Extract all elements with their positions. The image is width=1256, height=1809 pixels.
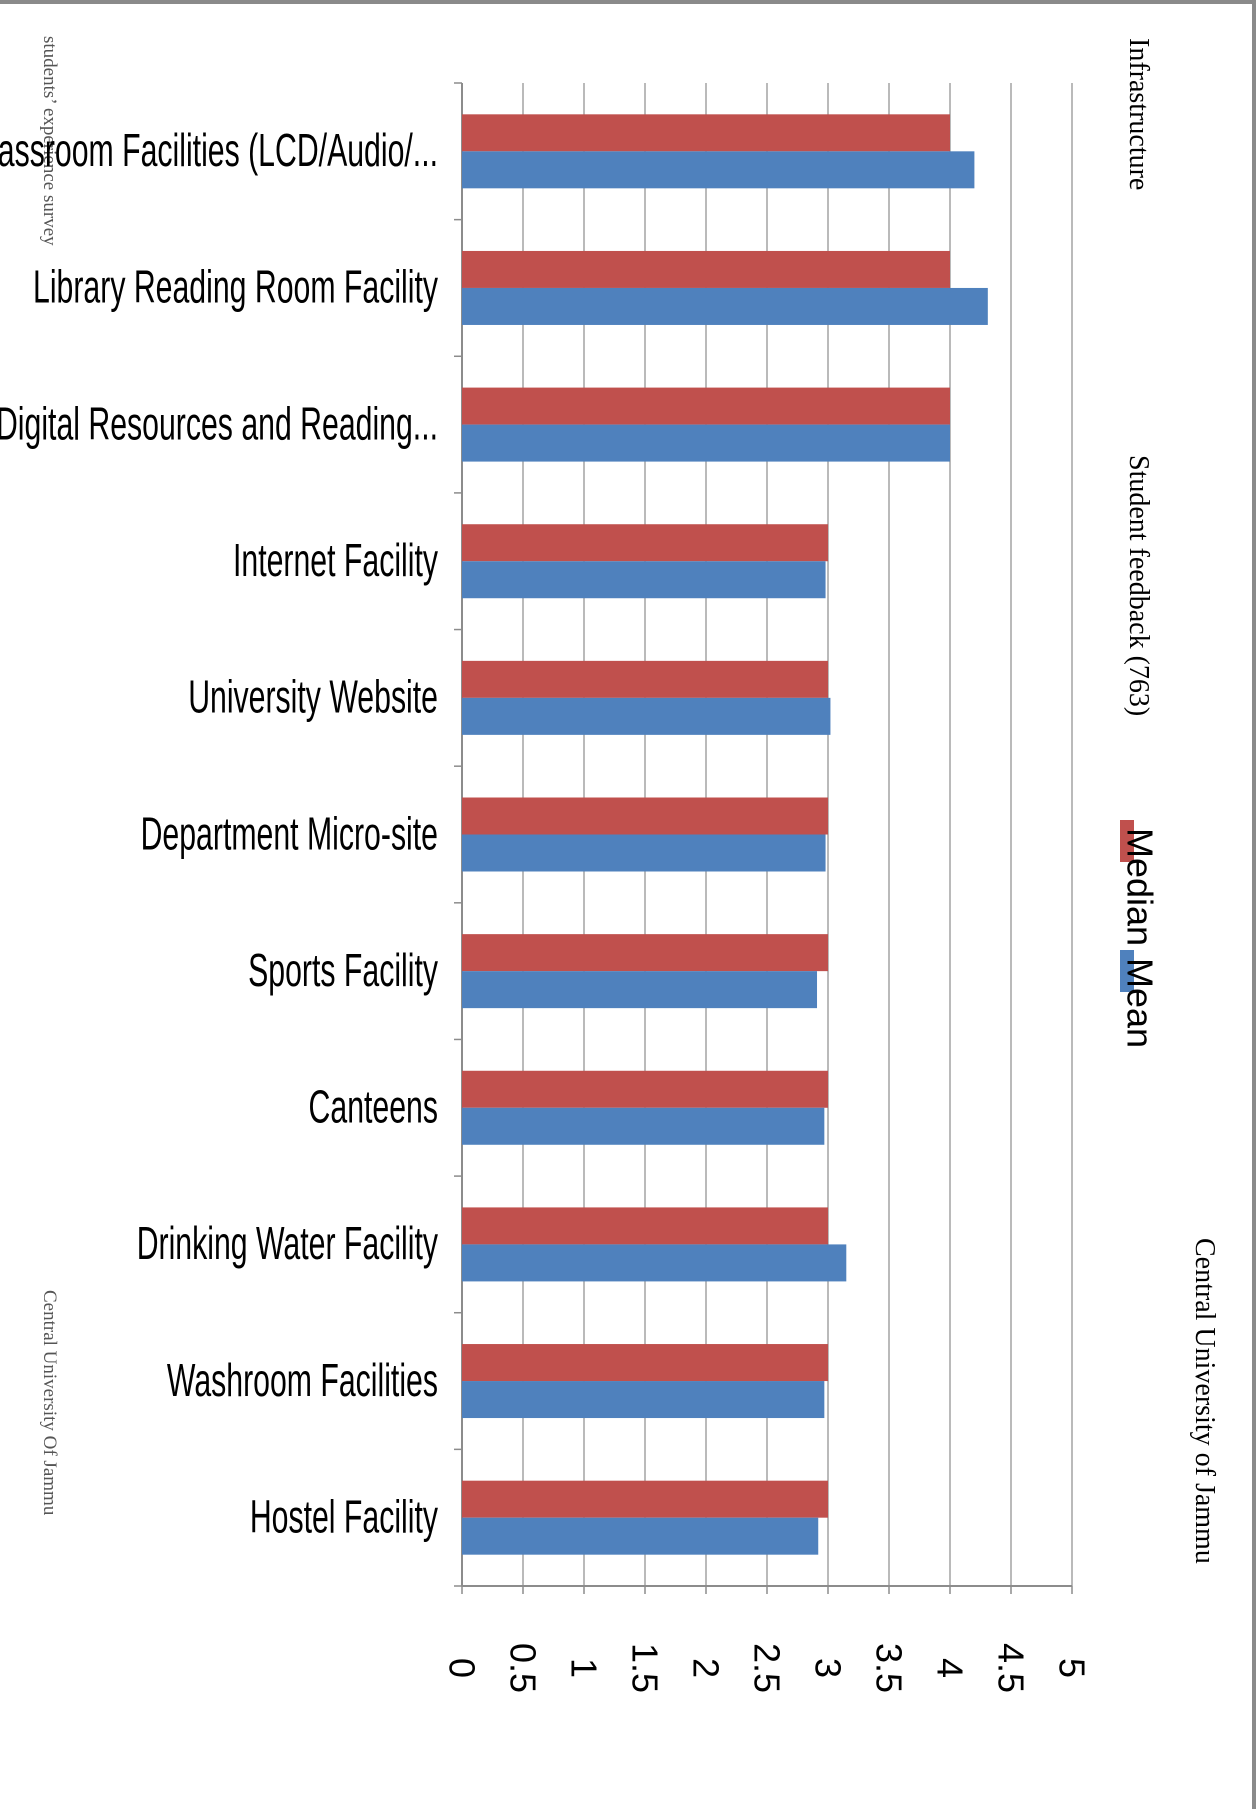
- bar-median: [462, 1344, 828, 1382]
- value-tick-label: 3: [808, 1658, 849, 1678]
- value-tick-label: 4.5: [991, 1643, 1032, 1693]
- category-label: Canteens: [309, 1082, 438, 1133]
- bar-mean: [462, 697, 831, 735]
- bar-median: [462, 1207, 828, 1245]
- value-tick-label: 2.5: [747, 1643, 788, 1693]
- legend-swatch-mean: [1120, 950, 1134, 992]
- chart-title-infrastructure: Infrastructure: [1123, 38, 1154, 191]
- category-label: Classroom Facilities (LCD/Audio/...: [0, 126, 438, 177]
- category-label: Washroom Facilities: [167, 1356, 438, 1407]
- bar-mean: [462, 1107, 825, 1145]
- bar-median: [462, 114, 950, 152]
- bar-median: [462, 1480, 828, 1518]
- category-label: Internet Facility: [233, 536, 438, 587]
- value-tick-label: 5: [1052, 1658, 1093, 1678]
- bar-median: [462, 1070, 828, 1108]
- category-label: Library Digital Resources and Reading...: [0, 399, 438, 450]
- category-label: Drinking Water Facility: [137, 1219, 439, 1270]
- bar-mean: [462, 151, 975, 189]
- chart-title-university: Central University of Jammu: [1189, 1238, 1220, 1564]
- category-label: Hostel Facility: [250, 1492, 439, 1543]
- bar-mean: [462, 1517, 819, 1555]
- value-tick-label: 3.5: [869, 1643, 910, 1693]
- value-tick-label: 0: [442, 1658, 483, 1678]
- bar-mean: [462, 971, 818, 1009]
- bar-mean: [462, 561, 826, 599]
- bar-median: [462, 524, 828, 562]
- value-tick-label: 0.5: [503, 1643, 544, 1693]
- category-label: Sports Facility: [248, 946, 438, 997]
- value-tick-label: 1.5: [625, 1643, 666, 1693]
- bar-median: [462, 660, 828, 698]
- bar-median: [462, 934, 828, 972]
- value-tick-label: 4: [930, 1658, 971, 1678]
- bar-median: [462, 797, 828, 835]
- category-label: Library Reading Room Facility: [33, 263, 438, 314]
- legend-swatch-median: [1120, 820, 1134, 862]
- bar-mean: [462, 287, 988, 325]
- side-note-survey: students’ experience survey: [39, 36, 60, 246]
- category-label: Department Micro-site: [141, 809, 438, 860]
- bar-median: [462, 250, 950, 288]
- bar-mean: [462, 424, 950, 462]
- bar-mean: [462, 1244, 847, 1282]
- legend-label-mean: Mean: [1120, 958, 1161, 1048]
- category-label: University Website: [188, 672, 438, 723]
- side-note-university: Central University Of Jammu: [39, 1290, 60, 1516]
- chart-title-feedback: Student feedback (763): [1123, 455, 1154, 717]
- value-tick-label: 1: [564, 1658, 605, 1678]
- legend-label-median: Median: [1120, 828, 1161, 946]
- value-tick-label: 2: [686, 1658, 727, 1678]
- bar-mean: [462, 834, 826, 872]
- bar-mean: [462, 1381, 825, 1419]
- bar-median: [462, 387, 950, 425]
